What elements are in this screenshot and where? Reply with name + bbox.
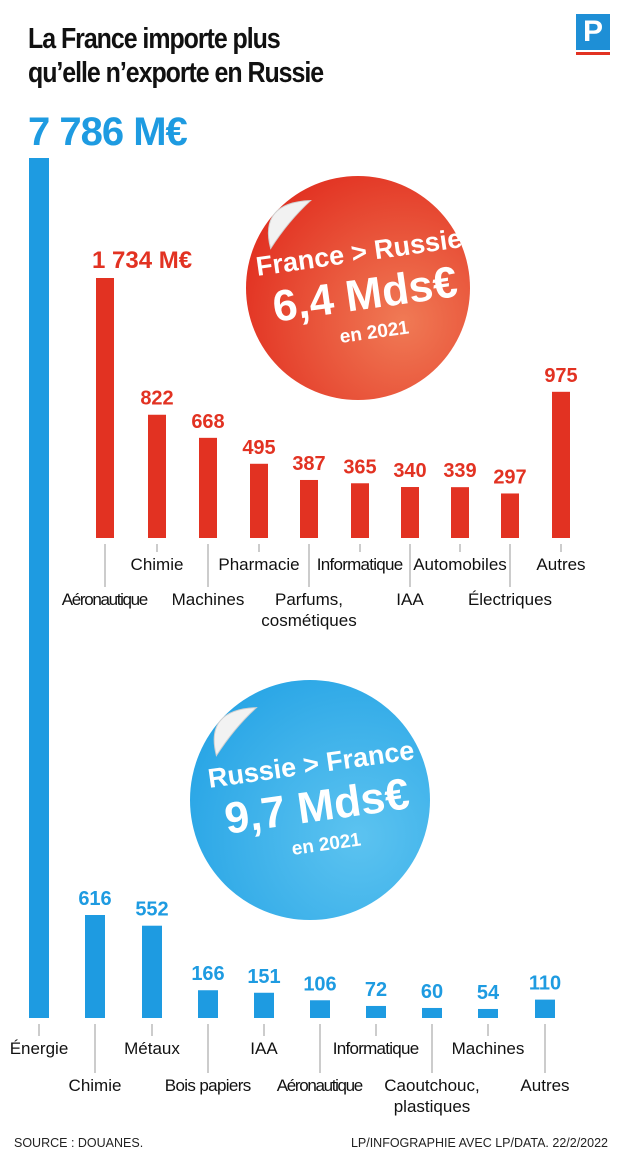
import-value-label: 106 [303, 973, 336, 995]
import-bar [85, 915, 105, 1018]
export-category-label: Chimie [131, 555, 184, 574]
import-bar [142, 925, 162, 1018]
import-bar [478, 1008, 498, 1018]
logo-letter: P [582, 15, 603, 48]
export-value-label: 822 [140, 388, 173, 410]
credit-note: LP/INFOGRAPHIE AVEC LP/DATA. 22/2/2022 [350, 1136, 608, 1150]
import-category-label: plastiques [394, 1097, 471, 1116]
import-bar [29, 158, 49, 1018]
import-value-label: 60 [421, 981, 443, 1003]
export-bar [96, 278, 114, 538]
export-bar [300, 479, 318, 538]
energy-value-label: 7 786 M€ [28, 110, 188, 154]
export-category-label: cosmétiques [261, 611, 356, 630]
export-bar [552, 391, 570, 538]
import-category-label: Aéronautique [277, 1076, 363, 1095]
import-bar [422, 1007, 442, 1018]
import-badge-disc [190, 680, 430, 920]
source-note: SOURCE : DOUANES. [14, 1136, 144, 1150]
export-bar [199, 437, 217, 538]
export-bar [501, 493, 519, 538]
import-value-label: 151 [247, 966, 280, 988]
export-category-label: IAA [396, 590, 424, 609]
import-bar [366, 1005, 386, 1018]
import-bar [310, 1000, 330, 1018]
import-value-label: 552 [135, 899, 168, 921]
export-bar [401, 487, 419, 538]
import-category-label: IAA [250, 1039, 278, 1058]
export-value-label: 975 [544, 365, 577, 387]
export-bar [451, 487, 469, 538]
export-category-label: Parfums, [275, 590, 343, 609]
export-value-label: 1 734 M€ [92, 247, 192, 274]
import-category-label: Bois papiers [165, 1076, 251, 1095]
export-category-label: Autres [536, 555, 585, 574]
export-bar [148, 414, 166, 538]
export-category-label: Automobiles [413, 555, 507, 574]
import-value-label: 616 [78, 888, 111, 910]
import-badge-peel [213, 707, 258, 757]
import-value-label: 166 [191, 963, 224, 985]
brand-logo: P [576, 14, 610, 55]
import-value-label: 54 [477, 982, 500, 1004]
export-value-label: 365 [343, 456, 376, 478]
import-category-label: Énergie [10, 1039, 69, 1058]
export-category-label: Aéronautique [62, 590, 148, 609]
import-value-label: 72 [365, 979, 387, 1001]
title-line-1: La France importe plus [28, 23, 281, 55]
import-value-label: 110 [529, 973, 561, 995]
export-value-label: 387 [292, 453, 325, 475]
logo-underline [576, 52, 610, 55]
import-category-label: Informatique [333, 1039, 419, 1058]
export-bars: 1 734 M€ Aéronautique 822 Chimie 668 Machines… [62, 247, 586, 630]
export-badge-disc [246, 176, 470, 400]
export-bar [250, 463, 268, 538]
export-category-label: Machines [172, 590, 245, 609]
export-value-label: 668 [191, 411, 224, 433]
export-bar [351, 483, 369, 538]
import-category-label: Chimie [69, 1076, 122, 1095]
export-badge-peel [267, 200, 312, 250]
export-category-label: Informatique [317, 555, 403, 574]
import-category-label: Autres [520, 1076, 569, 1095]
import-bars: Énergie 616 Chimie 552 Métaux 166 Bois papiers… [10, 158, 570, 1116]
import-category-label: Caoutchouc, [384, 1076, 479, 1095]
import-category-label: Métaux [124, 1039, 180, 1058]
export-value-label: 495 [242, 437, 275, 459]
export-value-label: 339 [443, 460, 476, 482]
import-category-label: Machines [452, 1039, 525, 1058]
title-line-2: qu’elle n’exporte en Russie [28, 57, 324, 89]
import-bar [198, 990, 218, 1018]
import-bar [535, 999, 555, 1018]
export-value-label: 340 [393, 460, 426, 482]
export-category-label: Électriques [468, 590, 552, 609]
export-category-label: Pharmacie [218, 555, 299, 574]
export-value-label: 297 [493, 466, 526, 488]
import-bar [254, 992, 274, 1018]
chart-title: La France importe plus qu’elle n’exporte… [28, 22, 324, 90]
